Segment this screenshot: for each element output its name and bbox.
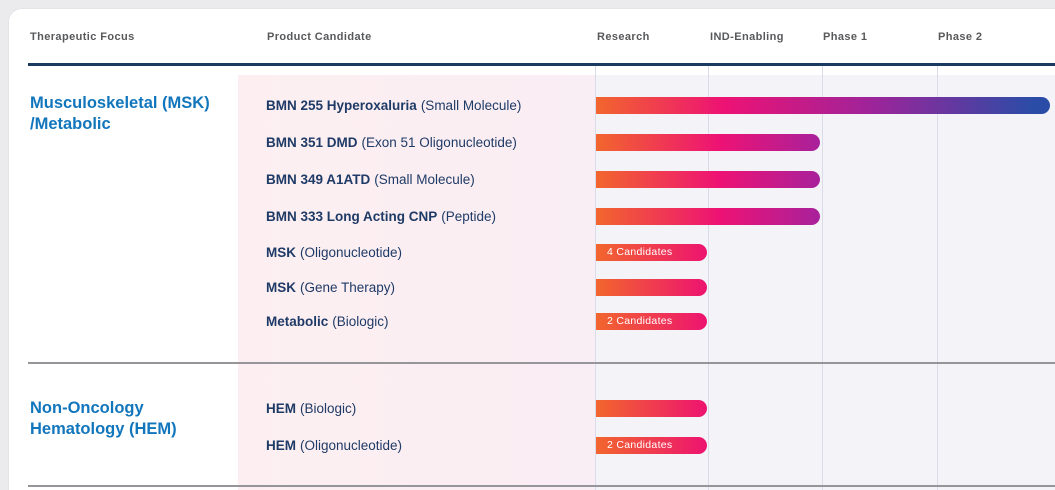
product-label: BMN 255 Hyperoxaluria (Small Molecule) (266, 97, 521, 115)
product-label: Metabolic (Biologic) (266, 313, 389, 331)
product-label: MSK (Oligonucleotide) (266, 244, 402, 262)
product-label: HEM (Biologic) (266, 400, 356, 418)
product-modality: (Oligonucleotide) (300, 438, 403, 453)
candidate-count-badge: 2 Candidates (607, 315, 673, 327)
product-modality: (Oligonucleotide) (300, 245, 403, 260)
column-header-phase-2: Phase 2 (938, 31, 983, 43)
pipeline-bar (596, 208, 820, 225)
product-name: BMN 349 A1ATD (266, 172, 371, 187)
product-column-panel (238, 75, 595, 490)
product-name: Metabolic (266, 314, 329, 329)
product-modality: (Biologic) (332, 314, 389, 329)
pipeline-bar (596, 279, 707, 296)
product-name: HEM (266, 401, 296, 416)
pipeline-bar: 2 Candidates (596, 313, 707, 330)
product-name: MSK (266, 280, 296, 295)
gridline-ind-enabling (708, 66, 709, 490)
focus-line: /Metabolic (30, 115, 111, 133)
column-header-phase-1: Phase 1 (823, 31, 868, 43)
pipeline-bar: 2 Candidates (596, 437, 707, 454)
gridline-research (595, 66, 596, 490)
candidate-count-badge: 2 Candidates (607, 439, 673, 451)
pipeline-bar (596, 400, 707, 417)
product-label: MSK (Gene Therapy) (266, 279, 395, 297)
product-label: BMN 351 DMD (Exon 51 Oligonucleotide) (266, 134, 517, 152)
section-label-msk-metabolic: Musculoskeletal (MSK) /Metabolic (30, 93, 210, 135)
header-rule (28, 63, 1055, 66)
gridline-phase-1 (822, 66, 823, 490)
pipeline-bar (596, 171, 820, 188)
column-header-research: Research (597, 31, 650, 43)
section-label-non-oncology-hematology: Non-Oncology Hematology (HEM) (30, 398, 177, 440)
gridline-phase-2 (937, 66, 938, 490)
product-label: BMN 349 A1ATD (Small Molecule) (266, 171, 475, 189)
focus-line: Musculoskeletal (MSK) (30, 94, 210, 112)
product-modality: (Exon 51 Oligonucleotide) (361, 135, 517, 150)
column-header-therapeutic-focus: Therapeutic Focus (30, 31, 135, 43)
product-name: HEM (266, 438, 296, 453)
column-header-product-candidate: Product Candidate (267, 31, 372, 43)
candidate-count-badge: 4 Candidates (607, 246, 673, 258)
column-header-ind-enabling: IND-Enabling (710, 31, 784, 43)
product-name: BMN 333 Long Acting CNP (266, 209, 438, 224)
pipeline-bar (596, 134, 820, 151)
product-name: MSK (266, 245, 296, 260)
product-modality: (Peptide) (441, 209, 497, 224)
focus-line: Hematology (HEM) (30, 420, 177, 438)
product-modality: (Biologic) (300, 401, 357, 416)
product-modality: (Small Molecule) (420, 98, 522, 113)
product-label: HEM (Oligonucleotide) (266, 437, 402, 455)
product-modality: (Small Molecule) (374, 172, 475, 187)
product-modality: (Gene Therapy) (300, 280, 396, 295)
pipeline-bar (596, 97, 1050, 114)
product-name: BMN 351 DMD (266, 135, 358, 150)
section-divider (28, 362, 1055, 364)
pipeline-bar: 4 Candidates (596, 244, 707, 261)
focus-line: Non-Oncology (30, 399, 144, 417)
product-label: BMN 333 Long Acting CNP (Peptide) (266, 208, 496, 226)
bottom-divider (28, 485, 1055, 487)
product-name: BMN 255 Hyperoxaluria (266, 98, 417, 113)
